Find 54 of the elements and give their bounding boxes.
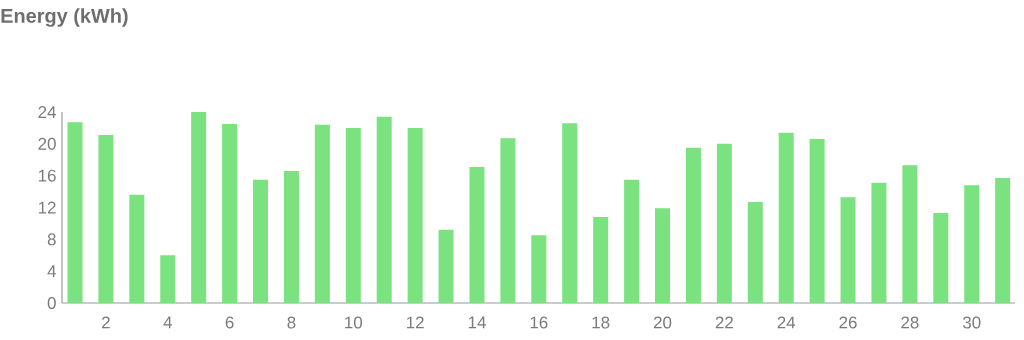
- bar: [995, 178, 1011, 303]
- x-tick-label: 4: [163, 316, 172, 329]
- x-tick-label: 18: [592, 316, 610, 329]
- bar: [655, 208, 670, 303]
- bar: [624, 179, 640, 303]
- x-tick-label: 28: [901, 316, 919, 329]
- bar: [129, 194, 145, 303]
- bar: [191, 112, 207, 303]
- bar: [778, 132, 794, 303]
- bar: [438, 229, 454, 303]
- x-tick-label: 26: [839, 316, 857, 329]
- bar: [222, 123, 238, 303]
- x-tick-label: 16: [530, 316, 548, 329]
- bar: [253, 179, 269, 303]
- bar: [469, 166, 485, 303]
- bar: [562, 123, 578, 303]
- bar: [98, 135, 114, 303]
- y-tick-label: 4: [47, 265, 56, 277]
- y-tick-label: 8: [47, 233, 56, 246]
- y-tick-label: 0: [47, 297, 56, 309]
- bar: [160, 255, 176, 303]
- x-tick-label: 8: [287, 316, 296, 329]
- bar: [685, 147, 701, 303]
- x-tick-label: 24: [777, 316, 796, 329]
- x-tick-label: 30: [962, 316, 981, 329]
- y-tick-label: 12: [38, 201, 56, 214]
- x-tick-label: 14: [468, 316, 486, 329]
- bar: [283, 170, 299, 303]
- bar: [376, 116, 392, 303]
- x-tick-label: 2: [102, 316, 110, 329]
- x-tick-label: 6: [225, 316, 234, 329]
- chart-title: Energy (kWh): [1, 8, 128, 27]
- bar: [964, 185, 980, 303]
- x-tick-label: 20: [653, 316, 672, 329]
- x-tick-label: 10: [345, 316, 363, 329]
- y-tick-label: 20: [38, 137, 56, 150]
- bar: [933, 213, 949, 303]
- bar: [407, 127, 423, 303]
- bar: [716, 143, 732, 303]
- bar: [747, 201, 763, 303]
- bar: [500, 138, 516, 303]
- bar: [809, 139, 825, 303]
- bar: [531, 235, 547, 303]
- bar: [345, 127, 361, 303]
- bar: [593, 217, 609, 303]
- y-tick-label: 24: [38, 106, 56, 118]
- x-tick-label: 22: [715, 316, 733, 329]
- bar: [67, 122, 83, 303]
- bar: [902, 165, 918, 303]
- x-tick-label: 12: [407, 316, 424, 329]
- y-tick-label: 16: [38, 169, 56, 182]
- bar: [840, 197, 856, 303]
- bar: [314, 124, 330, 303]
- bar: [871, 182, 887, 303]
